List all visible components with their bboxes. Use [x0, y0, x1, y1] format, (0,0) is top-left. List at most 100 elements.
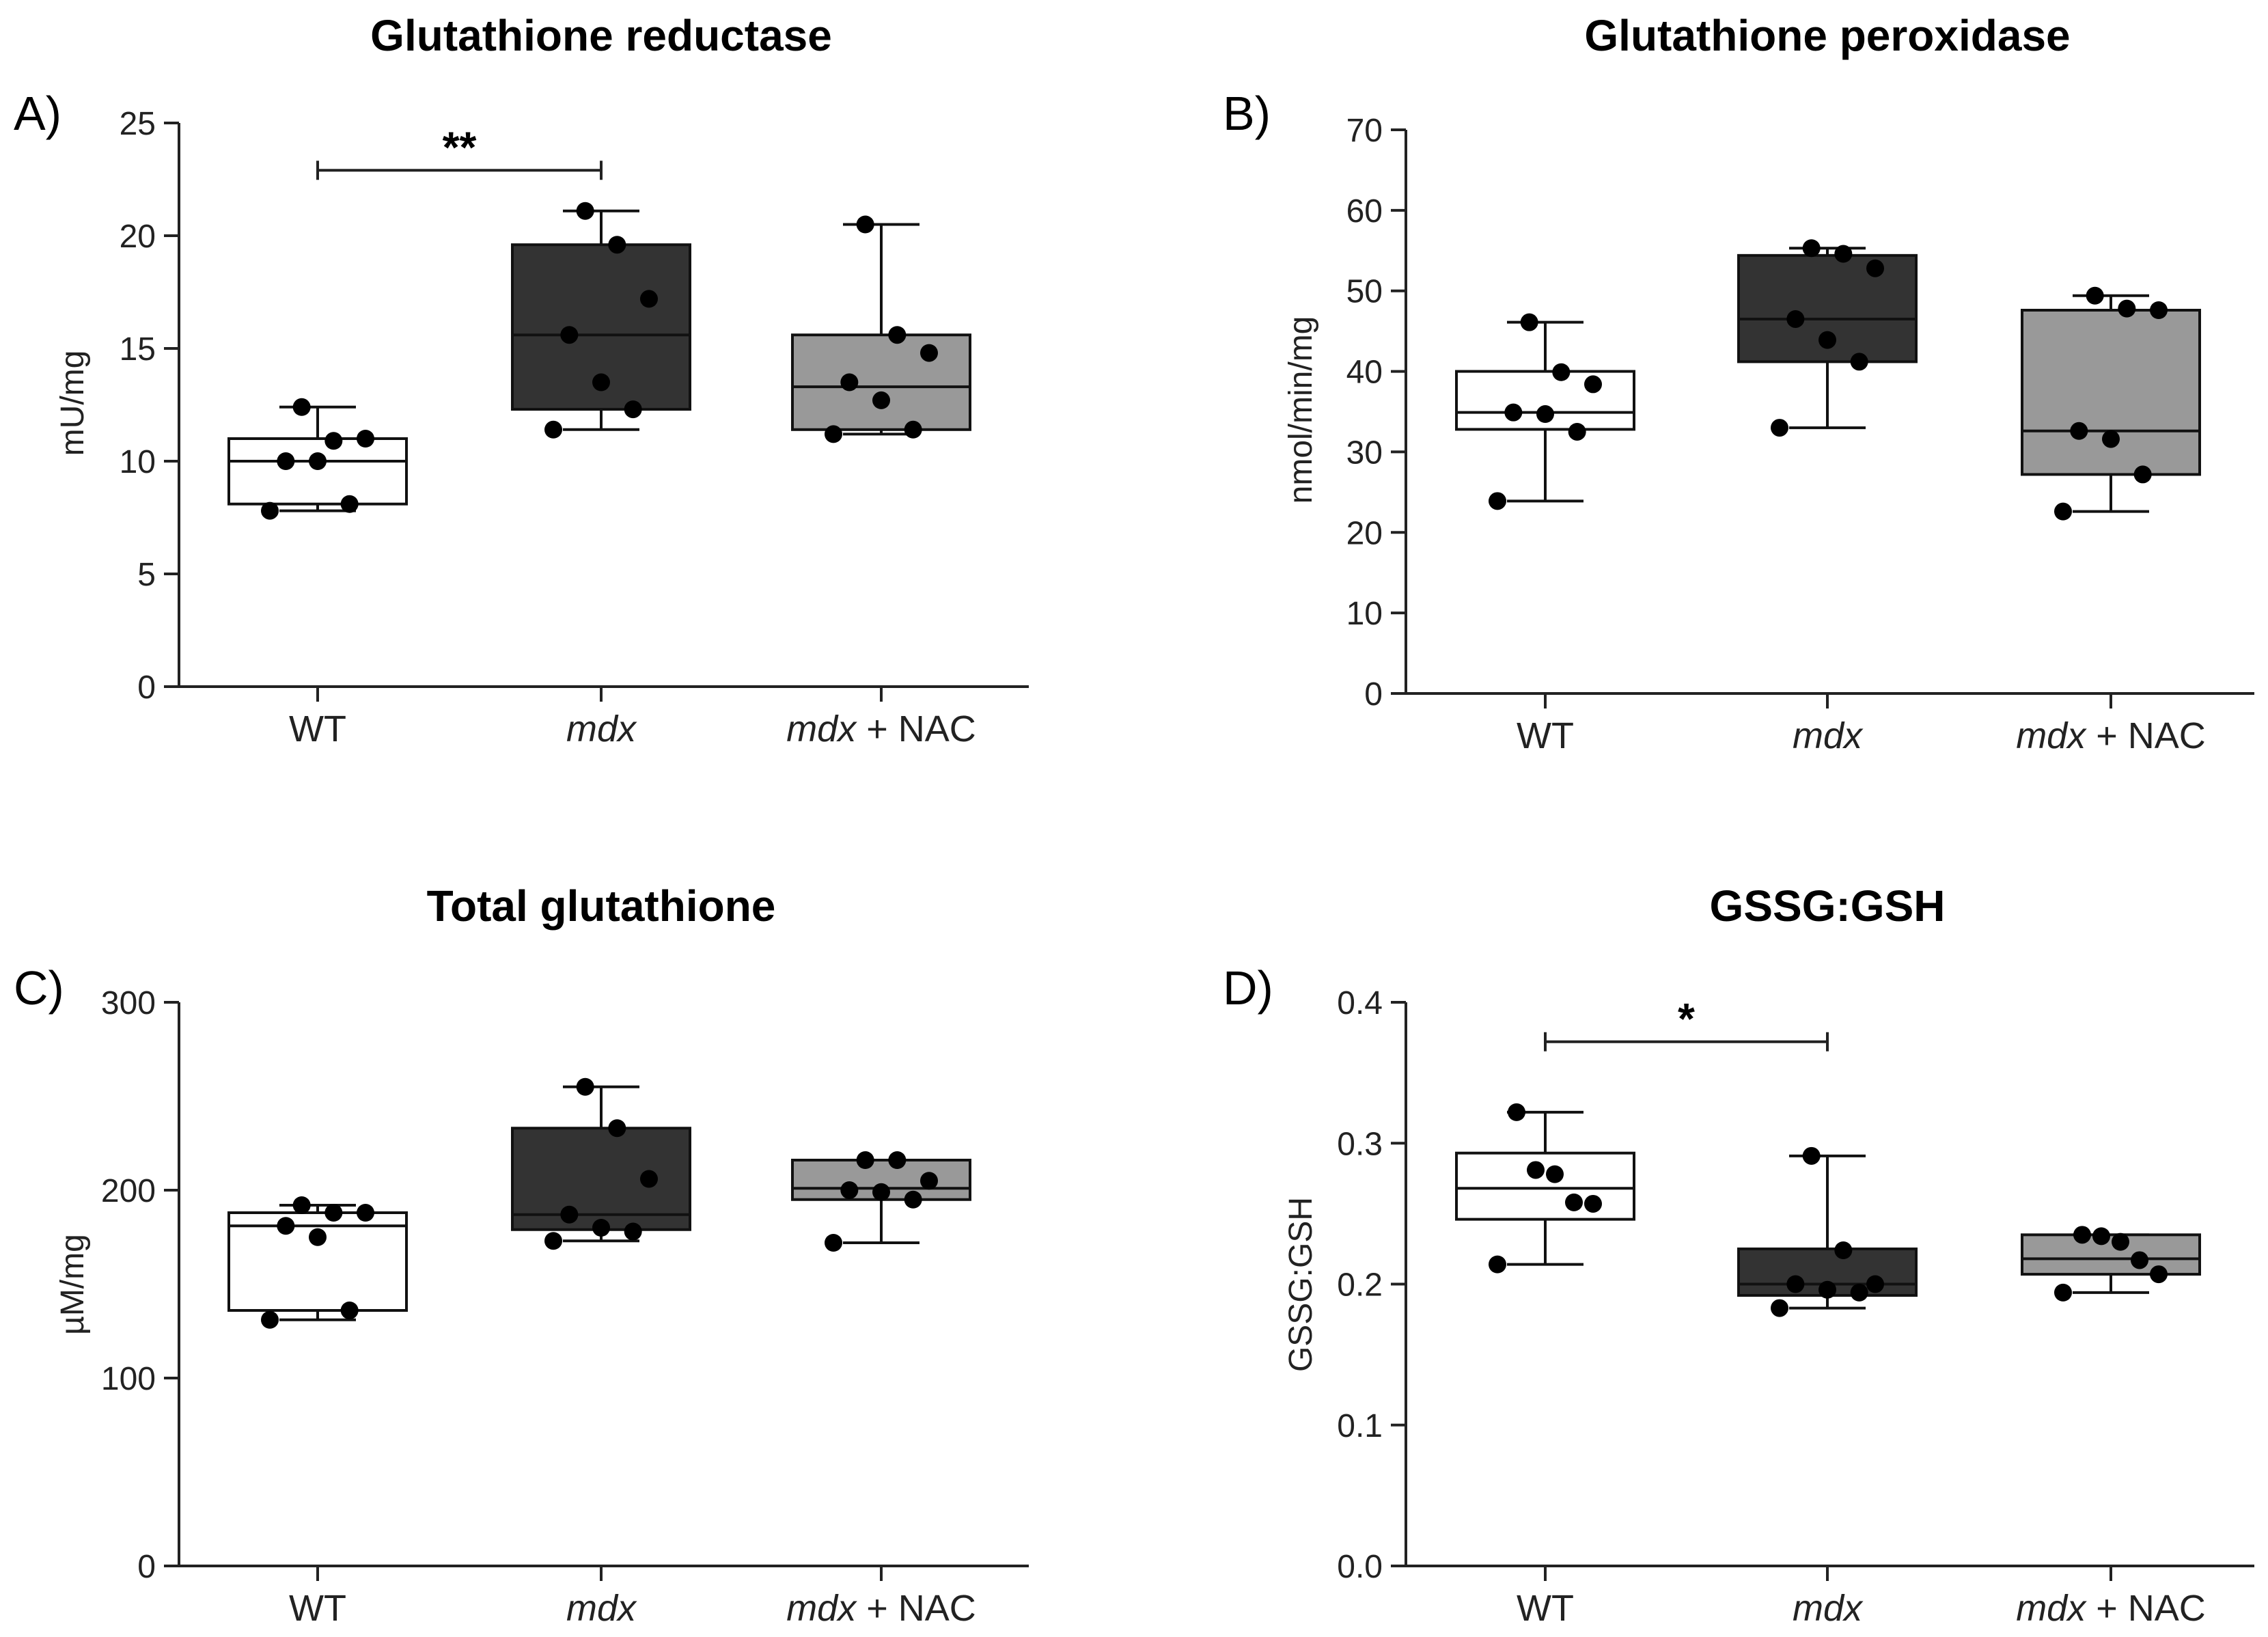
panel-d-category-label: mdx [1793, 1588, 1864, 1629]
panel-a-category-label: mdx [566, 709, 637, 749]
panel-a-y-tick-label: 15 [120, 331, 156, 368]
panel-d-data-point [1584, 1194, 1602, 1213]
panel-b-data-point [1786, 309, 1805, 328]
panel-c-data-point [292, 1196, 311, 1214]
panel-d-y-tick-label: 0.0 [1337, 1549, 1383, 1585]
panel-b-category-label: mdx [1793, 715, 1864, 756]
panel-a-significance-label: ** [443, 122, 477, 171]
panel-d-category-label: mdx + NAC [2016, 1588, 2206, 1629]
panel-a-y-tick-label: 25 [120, 106, 156, 142]
panel-a-data-point [309, 452, 327, 470]
panel-c-category-label: WT [289, 1588, 346, 1629]
panel-d-data-point [1565, 1193, 1583, 1211]
panel-b-data-point [1584, 375, 1602, 394]
panel-b-y-tick-label: 30 [1346, 435, 1383, 471]
panel-b-data-point [2102, 430, 2120, 448]
panel-c-y-tick-label: 200 [101, 1173, 156, 1209]
panel-a: Glutathione reductase A) mU/mg 0 5 10 15 20 2… [14, 11, 1029, 749]
panel-c-letter: C) [14, 961, 64, 1015]
panel-c-data-point [309, 1228, 327, 1246]
panel-b-data-point [2054, 502, 2072, 521]
panel-d-data-point [1508, 1103, 1525, 1121]
panel-d-data-point [2150, 1265, 2168, 1284]
panel-c-y-tick-label: 100 [101, 1361, 156, 1397]
panel-a-y-axis-label: mU/mg [55, 350, 91, 456]
panel-c-y-axis-label: µM/mg [55, 1234, 91, 1335]
panel-b-data-point [1834, 245, 1853, 263]
panel-a-significance-bracket [316, 161, 603, 180]
panel-c-data-point [856, 1151, 874, 1169]
panel-a-category-label: WT [289, 709, 346, 749]
panel-c-data-point [920, 1172, 938, 1190]
panel-d-y-tick-label: 0.2 [1337, 1267, 1383, 1304]
panel-c-data-point [825, 1234, 842, 1252]
panel-d: GSSG:GSH D) GSSG:GSH 0.0 0.1 0.2 0.3 0.4 WT md… [1223, 881, 2254, 1629]
panel-a-y-tick-label: 0 [137, 670, 156, 706]
panel-c-box [227, 1211, 408, 1312]
panel-b-y-tick-label: 40 [1346, 355, 1383, 391]
panel-c-data-point [872, 1183, 890, 1201]
panel-a-data-point [592, 373, 610, 391]
panel-d-letter: D) [1223, 961, 1273, 1015]
panel-d-data-point [1834, 1241, 1853, 1259]
panel-a-data-point [560, 326, 579, 344]
panel-d-title: GSSG:GSH [1710, 881, 1946, 931]
panel-b-data-point [1802, 239, 1821, 258]
panel-a-y-tick-label: 20 [120, 219, 156, 255]
panel-a-data-point [357, 430, 374, 448]
panel-b-data-point [1552, 363, 1571, 381]
panel-b: Glutathione peroxidase B) nmol/min/mg 0 1… [1223, 11, 2254, 756]
panel-d-data-point [2054, 1283, 2072, 1302]
panel-c-data-point [624, 1222, 642, 1241]
panel-b-data-point [1504, 403, 1523, 422]
panel-a-data-point [292, 398, 311, 416]
panel-b-data-point [2086, 286, 2104, 305]
panel-b-data-point [1536, 405, 1554, 424]
panel-c-data-point [840, 1181, 859, 1199]
panel-b-letter: B) [1223, 87, 1271, 140]
panel-c-data-point [888, 1151, 907, 1169]
panel-a-y-tick-label: 10 [120, 444, 156, 480]
panel-a-letter: A) [14, 87, 61, 140]
panel-b-y-axis-label: nmol/min/mg [1283, 316, 1319, 504]
panel-c-category-label: mdx + NAC [786, 1588, 976, 1629]
panel-d-box [1455, 1151, 1635, 1221]
panel-c-data-point [277, 1217, 295, 1235]
panel-a-box [227, 437, 408, 506]
panel-d-data-point [1866, 1275, 1884, 1293]
panel-a-data-point [888, 326, 907, 344]
panel-d-data-point [1771, 1299, 1788, 1317]
panel-c-data-point [340, 1302, 359, 1319]
panel-a-data-point [640, 290, 658, 308]
panel-c-data-point [576, 1077, 594, 1096]
panel-a-data-point [624, 400, 642, 419]
panel-a-data-point [277, 452, 295, 470]
panel-d-data-point [1818, 1280, 1836, 1299]
panel-c-data-point [608, 1119, 626, 1138]
panel-c-data-point [904, 1190, 922, 1209]
panel-b-box [2021, 309, 2201, 476]
panel-a-data-point [544, 420, 562, 439]
panel-d-data-point [1786, 1275, 1805, 1293]
panel-d-significance-bracket [1544, 1032, 1829, 1051]
panel-b-data-point [1520, 313, 1538, 331]
panel-a-data-point [324, 432, 343, 450]
panel-d-data-point [2092, 1227, 2110, 1246]
panel-a-data-point [856, 215, 874, 234]
panel-d-data-point [1489, 1255, 1506, 1274]
panel-c-y-tick-label: 300 [101, 985, 156, 1021]
panel-b-data-point [2150, 301, 2168, 319]
panel-c-box [511, 1127, 691, 1231]
panel-d-data-point [1527, 1161, 1545, 1179]
panel-c-category-label: mdx [566, 1588, 637, 1629]
panel-b-data-point [1489, 492, 1506, 510]
panel-a-data-point [920, 344, 938, 362]
panel-b-data-point [1850, 353, 1868, 371]
panel-a-y-tick-label: 5 [137, 557, 156, 593]
panel-d-data-point [1546, 1165, 1564, 1183]
panel-b-data-point [2133, 465, 2152, 484]
panel-a-data-point [825, 425, 842, 443]
panel-d-data-point [1850, 1283, 1868, 1302]
panel-c-data-point [640, 1170, 658, 1188]
